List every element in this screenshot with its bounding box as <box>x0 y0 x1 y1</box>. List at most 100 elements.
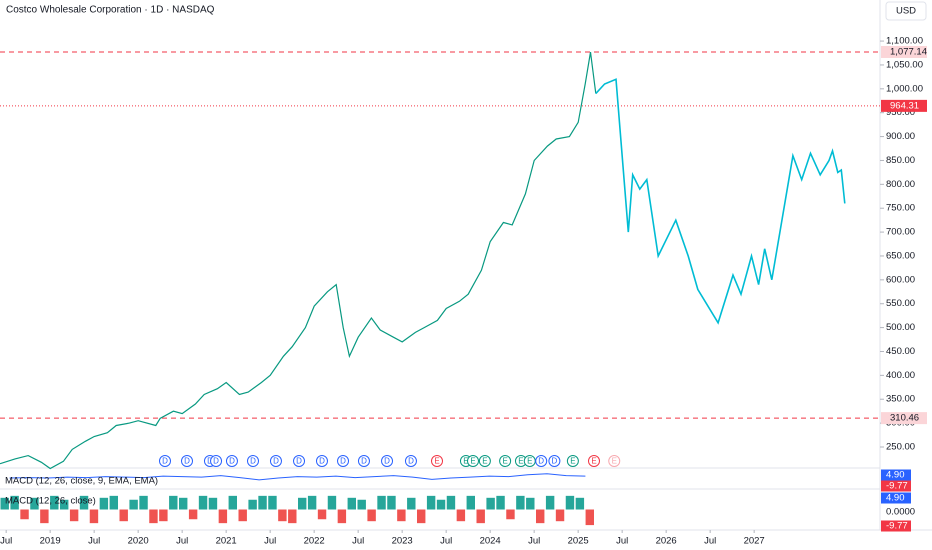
macd-bar <box>129 499 138 510</box>
macd-bar <box>377 495 386 510</box>
macd-bar <box>397 509 406 522</box>
value-tag-label: 4.90 <box>886 493 905 504</box>
x-tick-label: Jul <box>88 536 100 547</box>
macd-bar <box>238 509 247 522</box>
macd-bar <box>149 509 158 524</box>
event-label: E <box>434 457 439 466</box>
event-marker <box>293 455 306 467</box>
x-tick-label: 2027 <box>744 536 765 547</box>
currency[interactable]: USD <box>896 6 916 17</box>
event-marker <box>467 455 479 467</box>
event-label: D <box>384 457 390 466</box>
event-label: E <box>591 457 596 466</box>
y-tick-label: 550.00 <box>886 298 915 309</box>
event-label: D <box>273 457 279 466</box>
macd-bar <box>79 495 89 510</box>
macd-bar <box>50 495 59 510</box>
event-marker <box>247 455 259 467</box>
event-label: E <box>527 457 532 466</box>
macd-bar <box>119 509 128 522</box>
macd-bar <box>506 509 515 520</box>
x-tick-label: 2024 <box>480 536 501 547</box>
y-tick-label: 1,050.00 <box>886 59 923 70</box>
macd-bar <box>555 509 565 522</box>
x-tick-label: Jul <box>352 536 364 547</box>
event-marker <box>431 455 444 467</box>
macd-bar <box>407 497 416 510</box>
event-marker <box>381 455 394 467</box>
event-label: D <box>296 457 302 466</box>
value-tag <box>881 480 911 492</box>
macd-bar <box>516 495 525 510</box>
y-tick-label: 250.00 <box>886 442 915 453</box>
event-label: E <box>470 457 475 466</box>
event-marker <box>499 455 512 467</box>
currency-button[interactable] <box>885 1 927 21</box>
macd-bar <box>99 497 109 510</box>
macd-bar <box>159 509 168 522</box>
macd-bar <box>60 499 69 510</box>
macd-bar <box>268 495 277 510</box>
x-tick-label: 2026 <box>656 536 677 547</box>
price-tag-label: 964.31 <box>890 100 919 111</box>
macd-bar <box>476 509 485 524</box>
macd-bar <box>417 509 426 524</box>
event-marker <box>315 455 328 467</box>
chart-title: Costco Wholesale Corporation · 1D · NASD… <box>6 5 215 16</box>
event-label: D <box>184 457 190 466</box>
event-marker <box>548 455 561 467</box>
x-tick-label: Jul <box>176 536 188 547</box>
macd-bar <box>20 509 29 520</box>
event-label: E <box>518 457 523 466</box>
event-label: D <box>229 457 235 466</box>
macd-line <box>9 473 586 481</box>
event-marker <box>566 455 579 467</box>
event-marker <box>588 455 600 467</box>
macd-bar <box>208 497 218 510</box>
macd-bar <box>258 495 267 510</box>
event-label: E <box>502 457 507 466</box>
macd-bar <box>0 497 9 510</box>
value-tag-label: -9.77 <box>886 521 908 532</box>
macd-bar <box>466 495 475 510</box>
event-label: D <box>408 457 414 466</box>
x-tick-label: 2019 <box>40 536 61 547</box>
x-tick-label: Jul <box>0 536 12 547</box>
event-marker <box>608 455 621 467</box>
x-tick-label: 2022 <box>304 536 325 547</box>
macd-bar <box>179 497 188 510</box>
macd-bar <box>317 509 327 520</box>
event-marker <box>478 455 491 467</box>
event-label: E <box>463 457 468 466</box>
macd-bar <box>40 509 49 524</box>
macd-bar <box>436 499 446 510</box>
macd-bar <box>288 509 297 524</box>
x-tick-label: Jul <box>264 536 276 547</box>
y-tick-label: 750.00 <box>886 203 915 214</box>
macd-bar <box>198 495 208 510</box>
x-tick-label: Jul <box>704 536 716 547</box>
y-tick-label: 650.00 <box>886 250 915 261</box>
macd-bar <box>10 495 19 510</box>
event-marker <box>535 455 548 467</box>
macd-bar <box>387 495 396 510</box>
macd-bar <box>337 509 347 524</box>
event-label: D <box>538 457 544 466</box>
macd-bar <box>526 497 535 510</box>
macd-bar <box>367 509 376 522</box>
x-tick-label: 2025 <box>568 536 589 547</box>
y-tick-label: 350.00 <box>886 394 915 405</box>
macd-bar <box>536 509 545 524</box>
x-tick-label: 2021 <box>216 536 237 547</box>
macd-bar <box>496 495 505 510</box>
y-tick-label: 500.00 <box>886 322 915 333</box>
value-tag <box>881 520 911 532</box>
macd-bar <box>69 509 79 522</box>
macd-bar <box>218 509 228 524</box>
event-marker <box>269 455 282 467</box>
event-marker <box>159 455 171 467</box>
y-tick-label: 950.00 <box>886 107 915 118</box>
y-tick-label: 850.00 <box>886 155 915 166</box>
pane-title: MACD (12, 26, close) <box>5 496 96 507</box>
